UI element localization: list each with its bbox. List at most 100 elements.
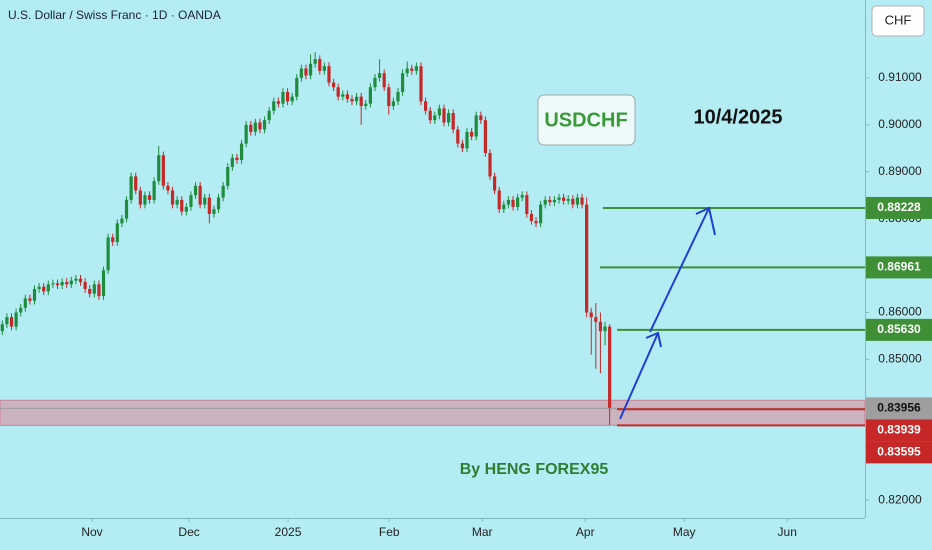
candle-body	[69, 280, 73, 285]
support-zone	[0, 399, 866, 426]
symbol-box	[537, 94, 636, 146]
candle-body	[511, 199, 515, 207]
candle-body	[350, 99, 354, 102]
candle-body	[423, 101, 428, 111]
candle-body	[410, 68, 414, 71]
price-label: 0.88228	[877, 200, 921, 214]
candle-body	[377, 73, 382, 78]
candle-body	[23, 298, 27, 308]
candle-body	[14, 312, 18, 327]
candle-body	[37, 286, 41, 290]
candle-body	[106, 237, 110, 271]
candle-body	[138, 190, 142, 205]
date-label: 10/4/2025	[694, 106, 783, 128]
candle-body	[78, 278, 83, 282]
candle-body	[327, 66, 331, 83]
candle-body	[497, 190, 501, 210]
candle-body	[460, 143, 465, 149]
candle-body	[207, 197, 211, 214]
candle-body	[19, 307, 23, 313]
candle-body	[345, 94, 349, 100]
candle-body	[281, 91, 285, 104]
candle-body	[580, 197, 584, 205]
candle-body	[189, 195, 193, 207]
candle-body	[488, 152, 492, 177]
price-label-box	[866, 256, 932, 279]
candle-body	[134, 176, 138, 191]
candle-body	[437, 108, 442, 116]
arrow-head	[695, 206, 716, 236]
plot-area	[0, 52, 866, 427]
candle-body	[267, 110, 271, 121]
arrow-line	[619, 332, 659, 420]
candle-body	[566, 198, 570, 201]
candle-body	[502, 204, 506, 210]
candle-body	[364, 103, 368, 107]
price-label: 0.86961	[877, 260, 921, 274]
candle-body	[387, 87, 391, 107]
y-tick-label: 0.89000	[878, 164, 922, 178]
y-tick-label: 0.86000	[878, 305, 922, 319]
candle-body	[608, 326, 612, 410]
y-tick-label: 0.90000	[878, 117, 922, 131]
candle-body	[143, 195, 147, 205]
candle-body	[55, 283, 60, 286]
price-label-box	[866, 318, 932, 341]
candle-body	[493, 176, 497, 191]
candle-body	[221, 185, 225, 198]
candle-body	[175, 199, 179, 205]
candle-body	[290, 96, 294, 102]
candle-body	[354, 96, 359, 102]
candle-body	[249, 124, 253, 132]
x-tick-label: Nov	[81, 525, 102, 539]
chart-title: U.S. Dollar / Swiss Franc · 1D · OANDA	[8, 8, 221, 22]
candle-body	[193, 185, 198, 196]
candle-body	[147, 195, 152, 200]
candle-body	[65, 281, 69, 285]
candle-body	[520, 195, 524, 198]
candle-body	[571, 198, 575, 205]
candle-body	[253, 122, 257, 132]
candle-body	[120, 218, 124, 224]
candle-body	[313, 59, 317, 64]
price-label: 0.83939	[877, 423, 921, 437]
candle-body	[465, 131, 469, 149]
x-tick-label: May	[673, 525, 696, 539]
candle-body	[447, 113, 451, 123]
currency-box[interactable]	[871, 5, 925, 37]
candle-body	[74, 278, 78, 281]
candle-body	[88, 289, 92, 294]
candle-body	[101, 270, 106, 297]
candle-body	[212, 209, 216, 214]
projection-arrows	[619, 206, 716, 420]
candle-body	[529, 213, 534, 221]
candle-body	[157, 155, 161, 182]
author-label: By HENG FOREX95	[460, 461, 609, 478]
candle-body	[129, 176, 133, 200]
candle-body	[295, 77, 299, 97]
candle-body	[336, 87, 340, 97]
y-tick-label: 0.91000	[878, 70, 922, 84]
price-label-box	[866, 397, 932, 420]
candle-body	[391, 101, 395, 107]
candle-body	[166, 185, 170, 191]
candle-body	[575, 197, 580, 205]
candle-body	[83, 281, 87, 290]
price-label-box	[866, 441, 932, 464]
candle-body	[5, 317, 9, 325]
candle-body	[433, 115, 437, 121]
candle-body	[341, 94, 345, 97]
x-tick-label: Mar	[472, 525, 493, 539]
candle-body	[46, 284, 50, 292]
candle-body	[272, 101, 276, 111]
candle-body	[428, 110, 432, 121]
candle-body	[474, 115, 478, 137]
candle-body	[235, 157, 239, 160]
candle-body	[589, 312, 593, 318]
candle-body	[548, 199, 552, 203]
candle-body	[9, 317, 14, 327]
candle-body	[331, 82, 336, 88]
currency-label[interactable]: CHF	[885, 12, 912, 27]
candle-body	[594, 317, 598, 322]
